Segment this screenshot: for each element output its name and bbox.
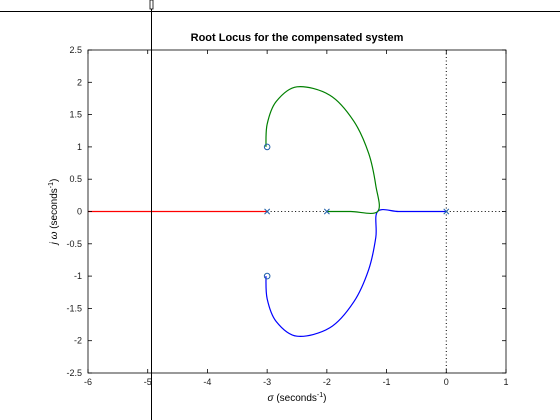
pole-marker: [323, 208, 330, 215]
y-tick-label: -1.5: [66, 303, 82, 313]
y-tick-label: -2.5: [66, 368, 82, 378]
crosshair-handle: [149, 0, 154, 10]
zero-marker: [263, 143, 271, 151]
x-tick-label: -4: [203, 377, 211, 387]
y-label-end: ): [49, 179, 60, 182]
zero-marker: [263, 272, 271, 280]
y-label-main: (seconds: [49, 188, 60, 231]
y-tick-label: -1: [74, 271, 82, 281]
pole-marker: [264, 208, 271, 215]
y-axis-label: j ω (seconds-1): [48, 179, 60, 247]
x-tick-label: 0: [444, 377, 449, 387]
y-label-superscript: -1: [48, 182, 55, 188]
y-tick-label: 2.5: [69, 45, 82, 55]
locus-branch: [265, 209, 447, 337]
y-tick-label: -0.5: [66, 239, 82, 249]
x-label-symbol: σ: [268, 393, 275, 404]
y-tick-label: 0: [77, 207, 82, 217]
x-label-end: ): [323, 393, 326, 404]
x-tick-label: -5: [144, 377, 152, 387]
pole-marker: [443, 208, 450, 215]
locus-branch: [265, 86, 380, 214]
chart-title: Root Locus for the compensated system: [191, 32, 404, 44]
y-tick-label: 1.5: [69, 110, 82, 120]
y-tick-label: -2: [74, 336, 82, 346]
x-axis-label: σ (seconds-1): [268, 392, 327, 404]
y-tick-label: 0.5: [69, 174, 82, 184]
x-tick-label: -3: [263, 377, 271, 387]
x-tick-label: -1: [383, 377, 391, 387]
x-tick-label: 1: [503, 377, 508, 387]
x-tick-label: -2: [323, 377, 331, 387]
y-tick-label: 1: [77, 142, 82, 152]
x-tick-label: -6: [84, 377, 92, 387]
x-label-main: (seconds: [274, 393, 317, 404]
y-tick-label: 2: [77, 77, 82, 87]
y-label-symbol: j ω: [49, 231, 60, 246]
x-label-superscript: -1: [317, 392, 323, 399]
